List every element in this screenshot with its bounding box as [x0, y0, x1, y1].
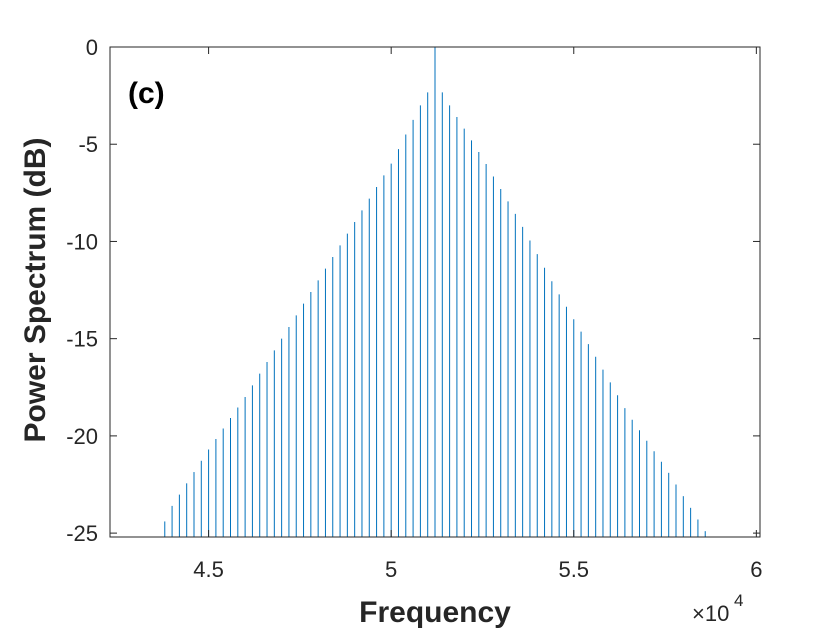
- x-multiplier-base: ×10: [692, 601, 729, 626]
- x-tick-label: 4.5: [193, 557, 224, 582]
- x-multiplier-exponent: 4: [734, 591, 743, 610]
- panel-label: (c): [128, 77, 165, 110]
- x-axis-title: Frequency: [359, 596, 511, 629]
- axis-tick-labels: 4.5 5 5.5 6 0 -5 -10 -15 -20 -25: [66, 35, 762, 582]
- y-tick-label: -10: [66, 229, 98, 254]
- y-tick-label: -15: [66, 327, 98, 352]
- x-tick-label: 5.5: [558, 557, 589, 582]
- y-tick-label: -25: [66, 521, 98, 546]
- x-tick-label: 5: [385, 557, 397, 582]
- x-tick-label: 6: [750, 557, 762, 582]
- y-tick-label: -20: [66, 424, 98, 449]
- y-axis-title: Power Spectrum (dB): [19, 137, 52, 442]
- spectral-lines: [164, 47, 706, 537]
- plot-frame: [109, 46, 761, 538]
- y-tick-label: -5: [78, 132, 98, 157]
- axis-ticks: [110, 46, 760, 537]
- y-tick-label: 0: [86, 35, 98, 60]
